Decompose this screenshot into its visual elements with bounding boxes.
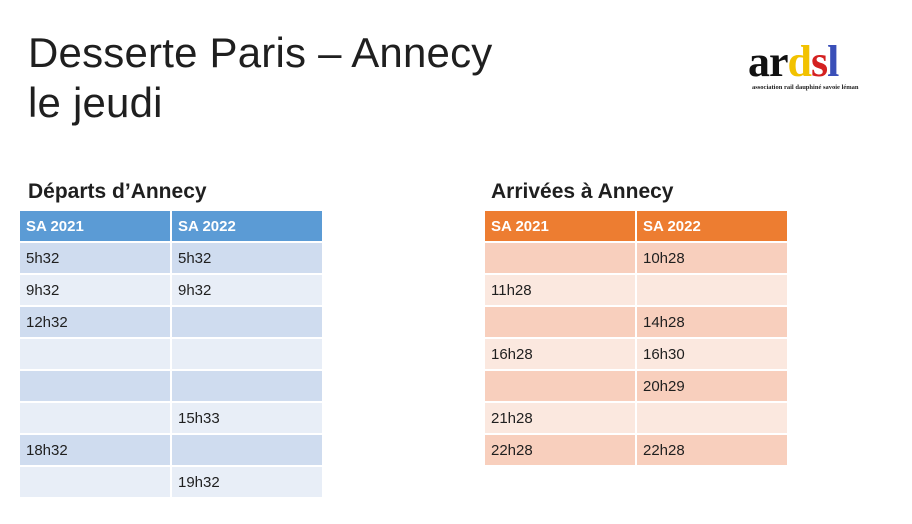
slide-title: Desserte Paris – Annecy le jeudi xyxy=(28,28,493,128)
logo-wordmark: ardsl xyxy=(748,40,896,84)
table-cell: 16h28 xyxy=(485,339,637,371)
table-cell xyxy=(20,403,172,435)
table-row: 16h28 16h30 xyxy=(485,339,789,371)
table-cell xyxy=(172,339,324,371)
column-header: SA 2021 xyxy=(485,211,637,243)
logo-letter: a xyxy=(748,37,770,86)
slide-title-line-1: Desserte Paris – Annecy xyxy=(28,29,493,76)
table-cell xyxy=(485,243,637,275)
table-cell: 22h28 xyxy=(485,435,637,467)
table-row: 22h28 22h28 xyxy=(485,435,789,467)
table-cell xyxy=(485,371,637,403)
logo-letter: l xyxy=(827,37,839,86)
table-cell: 9h32 xyxy=(172,275,324,307)
table-cell: 19h32 xyxy=(172,467,324,499)
table-row: 11h28 xyxy=(485,275,789,307)
arrivals-header-row: SA 2021 SA 2022 xyxy=(485,211,789,243)
ardsl-logo: ardsl association rail dauphiné savoie l… xyxy=(748,40,896,100)
table-cell: 9h32 xyxy=(20,275,172,307)
table-cell xyxy=(172,307,324,339)
table-row: 18h32 xyxy=(20,435,324,467)
departures-heading: Départs d’Annecy xyxy=(28,180,207,203)
table-row xyxy=(20,339,324,371)
table-cell xyxy=(172,371,324,403)
table-cell: 18h32 xyxy=(20,435,172,467)
column-header: SA 2022 xyxy=(637,211,789,243)
table-row: 9h32 9h32 xyxy=(20,275,324,307)
table-row: 20h29 xyxy=(485,371,789,403)
departures-table: SA 2021 SA 2022 5h32 5h32 9h32 9h32 12h32 15h3… xyxy=(20,211,324,499)
table-cell: 21h28 xyxy=(485,403,637,435)
table-cell xyxy=(20,371,172,403)
table-row: 10h28 xyxy=(485,243,789,275)
slide-title-line-2: le jeudi xyxy=(28,79,163,126)
table-row: 12h32 xyxy=(20,307,324,339)
table-cell: 5h32 xyxy=(20,243,172,275)
table-cell xyxy=(172,435,324,467)
table-row: 15h33 xyxy=(20,403,324,435)
table-cell: 16h30 xyxy=(637,339,789,371)
table-cell: 14h28 xyxy=(637,307,789,339)
table-row xyxy=(20,371,324,403)
table-cell: 10h28 xyxy=(637,243,789,275)
logo-letter: r xyxy=(769,37,789,86)
logo-letter: s xyxy=(811,37,828,86)
table-row: 14h28 xyxy=(485,307,789,339)
logo-letter: d xyxy=(787,37,813,86)
arrivals-heading: Arrivées à Annecy xyxy=(491,180,674,203)
departures-header-row: SA 2021 SA 2022 xyxy=(20,211,324,243)
table-cell xyxy=(20,339,172,371)
table-cell xyxy=(637,403,789,435)
column-header: SA 2021 xyxy=(20,211,172,243)
table-row: 19h32 xyxy=(20,467,324,499)
table-row: 5h32 5h32 xyxy=(20,243,324,275)
table-row: 21h28 xyxy=(485,403,789,435)
table-cell xyxy=(637,275,789,307)
table-cell xyxy=(20,467,172,499)
table-cell xyxy=(485,307,637,339)
logo-tagline: association rail dauphiné savoie léman xyxy=(752,84,859,91)
table-cell: 22h28 xyxy=(637,435,789,467)
arrivals-table: SA 2021 SA 2022 10h28 11h28 14h28 16h28 16h30… xyxy=(485,211,789,467)
table-cell: 12h32 xyxy=(20,307,172,339)
table-cell: 20h29 xyxy=(637,371,789,403)
table-cell: 15h33 xyxy=(172,403,324,435)
table-cell: 11h28 xyxy=(485,275,637,307)
table-cell: 5h32 xyxy=(172,243,324,275)
column-header: SA 2022 xyxy=(172,211,324,243)
